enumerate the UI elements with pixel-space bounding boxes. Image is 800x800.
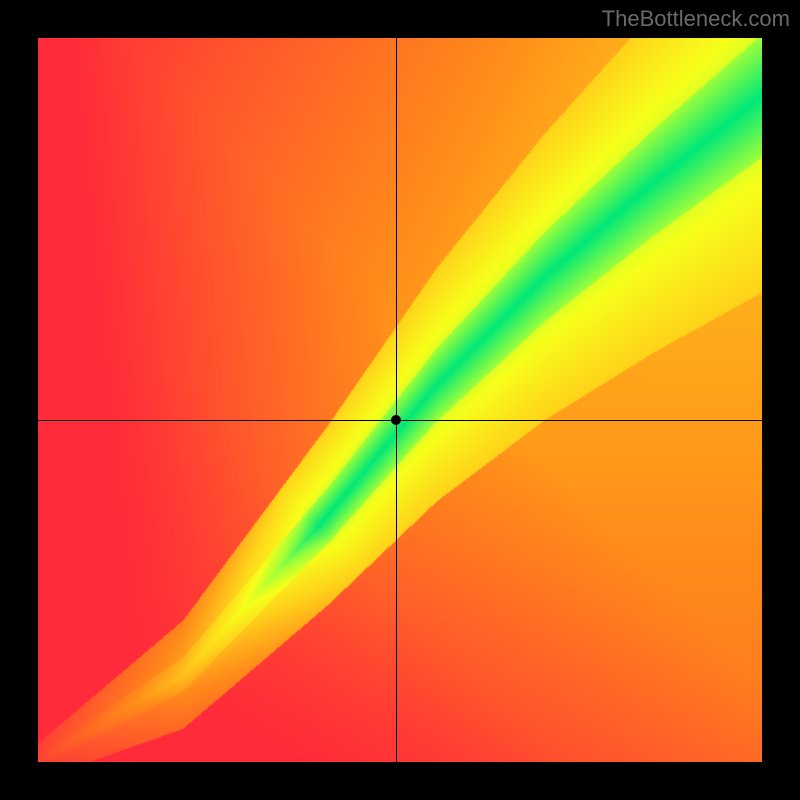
heatmap-canvas [38, 38, 762, 762]
crosshair-vertical [396, 38, 397, 762]
crosshair-marker [391, 415, 401, 425]
watermark-text: TheBottleneck.com [602, 6, 790, 32]
heatmap-plot [38, 38, 762, 762]
